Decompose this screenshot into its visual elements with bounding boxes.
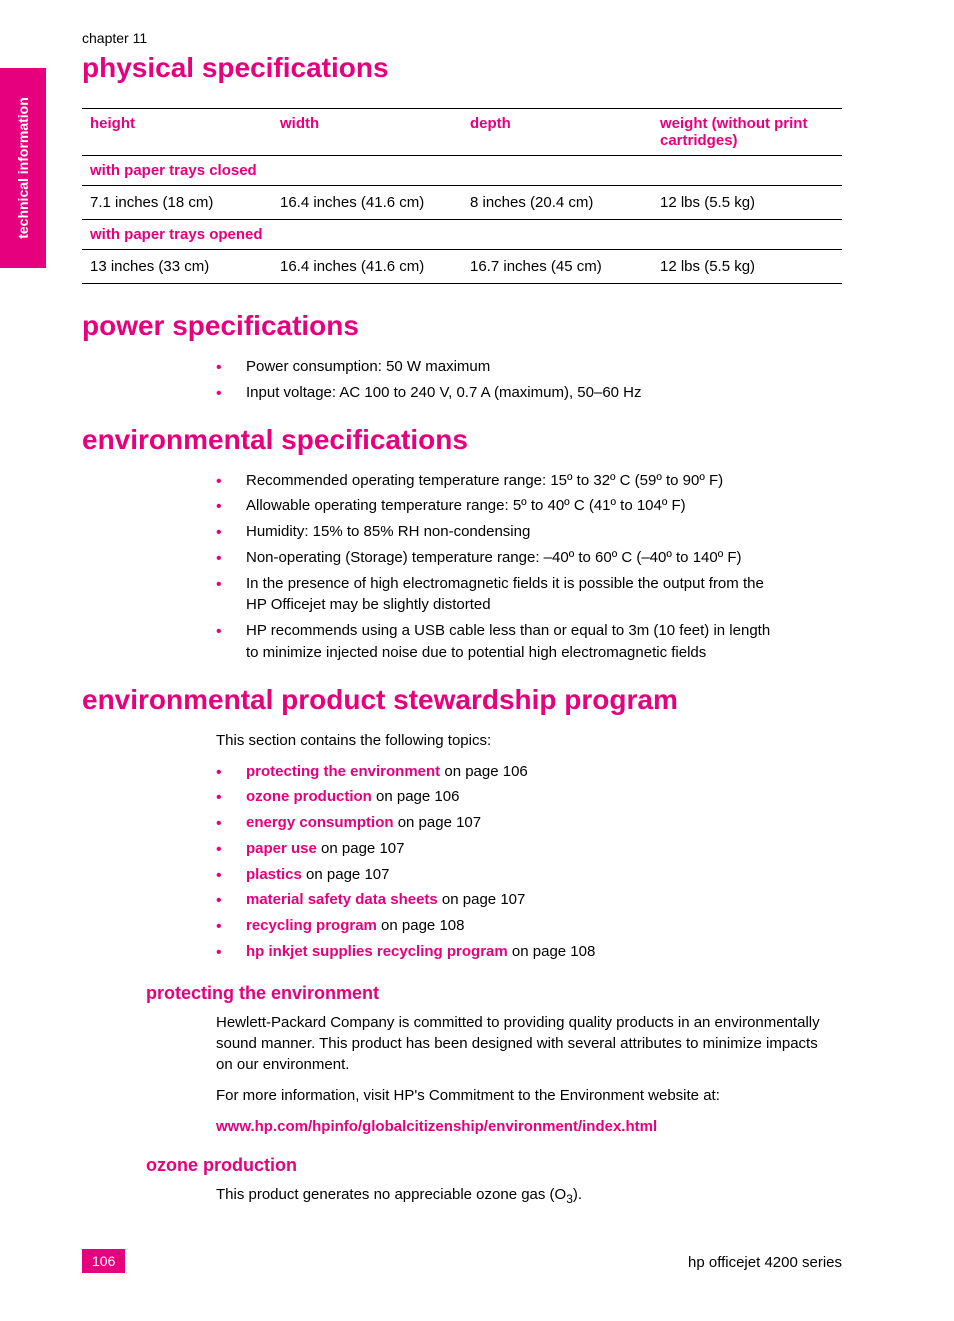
- table-header-row: height width depth weight (without print…: [82, 109, 842, 156]
- on-page-text: on page: [372, 788, 435, 805]
- toc-page: 108: [439, 917, 464, 934]
- cell: 13 inches (33 cm): [82, 250, 272, 284]
- list-item: Power consumption: 50 W maximum: [216, 356, 776, 378]
- toc-link[interactable]: protecting the environment: [246, 763, 440, 780]
- list-item: In the presence of high electromagnetic …: [216, 573, 776, 617]
- toc-link[interactable]: material safety data sheets: [246, 891, 438, 908]
- toc-link[interactable]: recycling program: [246, 917, 377, 934]
- env-url-link[interactable]: www.hp.com/hpinfo/globalcitizenship/envi…: [216, 1118, 657, 1135]
- toc-page: 107: [500, 891, 525, 908]
- toc-item: hp inkjet supplies recycling program on …: [216, 941, 776, 963]
- protecting-p2: For more information, visit HP's Commitm…: [216, 1085, 830, 1106]
- on-page-text: on page: [317, 840, 380, 857]
- cell: 16.7 inches (45 cm): [462, 250, 652, 284]
- toc-link[interactable]: plastics: [246, 866, 302, 883]
- list-item: Non-operating (Storage) temperature rang…: [216, 547, 776, 569]
- protecting-p1: Hewlett-Packard Company is committed to …: [216, 1012, 830, 1075]
- list-item: Recommended operating temperature range:…: [216, 470, 776, 492]
- ozone-p1: This product generates no appreciable oz…: [216, 1184, 830, 1208]
- heading-env: environmental specifications: [82, 424, 842, 456]
- steward-toc: protecting the environment on page 106 o…: [216, 761, 776, 963]
- page-content: chapter 11 physical specifications heigh…: [82, 30, 842, 1217]
- page-number-badge: 106: [82, 1249, 125, 1273]
- toc-link[interactable]: ozone production: [246, 788, 372, 805]
- list-item: Allowable operating temperature range: 5…: [216, 495, 776, 517]
- toc-item: protecting the environment on page 106: [216, 761, 776, 783]
- ozone-text-b: ).: [573, 1186, 582, 1203]
- toc-item: plastics on page 107: [216, 864, 776, 886]
- toc-page: 107: [364, 866, 389, 883]
- heading-steward: environmental product stewardship progra…: [82, 684, 842, 716]
- toc-item: recycling program on page 108: [216, 915, 776, 937]
- subhead-opened-label: with paper trays opened: [82, 220, 842, 250]
- toc-link[interactable]: hp inkjet supplies recycling program: [246, 943, 508, 960]
- heading-power: power specifications: [82, 310, 842, 342]
- cell: 12 lbs (5.5 kg): [652, 186, 842, 220]
- cell: 16.4 inches (41.6 cm): [272, 186, 462, 220]
- on-page-text: on page: [302, 866, 365, 883]
- on-page-text: on page: [438, 891, 501, 908]
- subheading-protecting: protecting the environment: [146, 983, 842, 1004]
- on-page-text: on page: [508, 943, 571, 960]
- footer-model: hp officejet 4200 series: [688, 1254, 842, 1271]
- list-item: HP recommends using a USB cable less tha…: [216, 620, 776, 664]
- subhead-closed: with paper trays closed: [82, 156, 842, 186]
- toc-item: ozone production on page 106: [216, 786, 776, 808]
- table-row: 7.1 inches (18 cm) 16.4 inches (41.6 cm)…: [82, 186, 842, 220]
- toc-link[interactable]: energy consumption: [246, 814, 394, 831]
- toc-page: 106: [434, 788, 459, 805]
- col-width: width: [272, 109, 462, 156]
- toc-item: paper use on page 107: [216, 838, 776, 860]
- protecting-url: www.hp.com/hpinfo/globalcitizenship/envi…: [216, 1116, 830, 1137]
- col-height: height: [82, 109, 272, 156]
- col-depth: depth: [462, 109, 652, 156]
- toc-item: energy consumption on page 107: [216, 812, 776, 834]
- ozone-sub3: 3: [566, 1192, 573, 1206]
- side-tab: technical information: [0, 68, 46, 268]
- heading-physical: physical specifications: [82, 52, 842, 84]
- physical-spec-table: height width depth weight (without print…: [82, 108, 842, 284]
- steward-intro: This section contains the following topi…: [216, 730, 830, 751]
- side-tab-label: technical information: [15, 97, 31, 239]
- subhead-opened: with paper trays opened: [82, 220, 842, 250]
- ozone-text-a: This product generates no appreciable oz…: [216, 1186, 566, 1203]
- toc-page: 107: [379, 840, 404, 857]
- toc-item: material safety data sheets on page 107: [216, 889, 776, 911]
- toc-link[interactable]: paper use: [246, 840, 317, 857]
- on-page-text: on page: [440, 763, 503, 780]
- subhead-closed-label: with paper trays closed: [82, 156, 842, 186]
- power-list: Power consumption: 50 W maximum Input vo…: [216, 356, 776, 404]
- chapter-label: chapter 11: [82, 30, 842, 46]
- cell: 16.4 inches (41.6 cm): [272, 250, 462, 284]
- cell: 8 inches (20.4 cm): [462, 186, 652, 220]
- toc-page: 107: [456, 814, 481, 831]
- table-row: 13 inches (33 cm) 16.4 inches (41.6 cm) …: [82, 250, 842, 284]
- on-page-text: on page: [377, 917, 440, 934]
- on-page-text: on page: [394, 814, 457, 831]
- list-item: Input voltage: AC 100 to 240 V, 0.7 A (m…: [216, 382, 776, 404]
- cell: 7.1 inches (18 cm): [82, 186, 272, 220]
- toc-page: 108: [570, 943, 595, 960]
- cell: 12 lbs (5.5 kg): [652, 250, 842, 284]
- subheading-ozone: ozone production: [146, 1155, 842, 1176]
- env-list: Recommended operating temperature range:…: [216, 470, 776, 664]
- list-item: Humidity: 15% to 85% RH non-condensing: [216, 521, 776, 543]
- toc-page: 106: [503, 763, 528, 780]
- col-weight: weight (without print cartridges): [652, 109, 842, 156]
